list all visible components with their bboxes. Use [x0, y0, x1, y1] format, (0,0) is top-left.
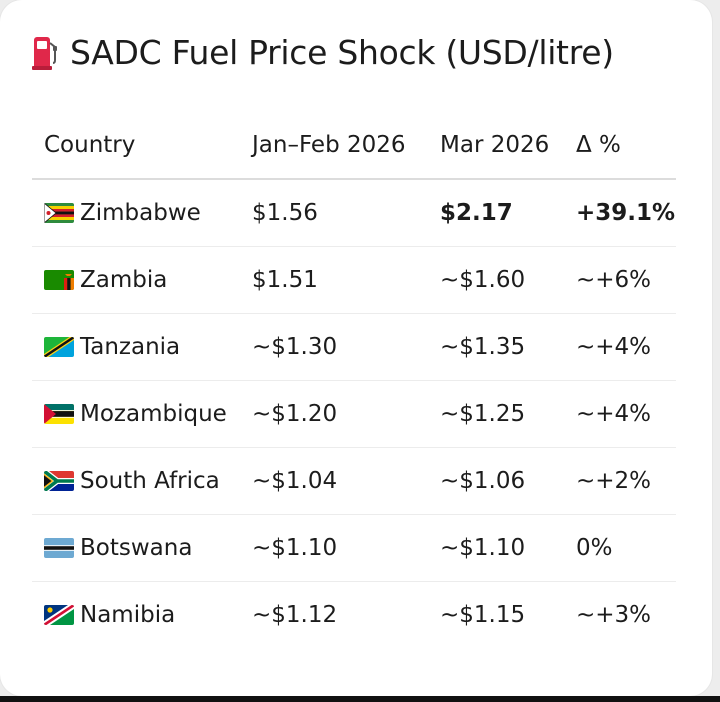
table-header: Country Jan–Feb 2026 Mar 2026 Δ %: [32, 112, 676, 180]
table-row: Zambia $1.51 ~$1.60 ~+6%: [32, 247, 676, 314]
delta-value: ~+4%: [576, 334, 652, 360]
mar-price: ~$1.06: [440, 468, 526, 494]
header-delta: Δ %: [576, 132, 621, 158]
title-text: SADC Fuel Price Shock (USD/litre): [70, 32, 614, 72]
tanzania-flag-icon: [44, 337, 74, 357]
country-name: Tanzania: [80, 334, 181, 360]
table-row: Botswana ~$1.10 ~$1.10 0%: [32, 515, 676, 582]
jan-feb-price: $1.51: [252, 267, 318, 293]
jan-feb-price: ~$1.20: [252, 401, 338, 427]
botswana-flag-icon: [44, 538, 74, 558]
country-name: Zimbabwe: [80, 200, 201, 226]
mar-price: ~$1.25: [440, 401, 526, 427]
jan-feb-price: $1.56: [252, 200, 318, 226]
country-name: South Africa: [80, 468, 220, 494]
jan-feb-price: ~$1.04: [252, 468, 338, 494]
mar-price: $2.17: [440, 200, 513, 226]
delta-value: ~+3%: [576, 602, 652, 628]
header-jan-feb: Jan–Feb 2026: [252, 132, 406, 158]
country-name: Mozambique: [80, 401, 227, 427]
jan-feb-price: ~$1.10: [252, 535, 338, 561]
table-row: Mozambique ~$1.20 ~$1.25 ~+4%: [32, 381, 676, 448]
delta-value: ~+2%: [576, 468, 652, 494]
mar-price: ~$1.15: [440, 602, 526, 628]
delta-value: 0%: [576, 535, 613, 561]
page-title: SADC Fuel Price Shock (USD/litre): [32, 28, 614, 76]
delta-value: ~+6%: [576, 267, 652, 293]
country-name: Botswana: [80, 535, 193, 561]
country-name: Namibia: [80, 602, 176, 628]
mar-price: ~$1.10: [440, 535, 526, 561]
mozambique-flag-icon: [44, 404, 74, 424]
jan-feb-price: ~$1.30: [252, 334, 338, 360]
price-table: Country Jan–Feb 2026 Mar 2026 Δ %: [32, 112, 676, 648]
delta-value: ~+4%: [576, 401, 652, 427]
zambia-flag-icon: [44, 270, 74, 290]
table-row: South Africa ~$1.04 ~$1.06 ~+2%: [32, 448, 676, 515]
fuel-pump-icon: [32, 33, 58, 71]
table-row: Zimbabwe $1.56 $2.17 +39.1%: [32, 180, 676, 247]
mar-price: ~$1.35: [440, 334, 526, 360]
delta-value: +39.1%: [576, 200, 676, 226]
bottom-edge: [0, 696, 720, 702]
header-mar: Mar 2026: [440, 132, 550, 158]
header-country: Country: [44, 132, 136, 158]
namibia-flag-icon: [44, 605, 74, 625]
zimbabwe-flag-icon: [44, 203, 74, 223]
mar-price: ~$1.60: [440, 267, 526, 293]
table-row: Namibia ~$1.12 ~$1.15 ~+3%: [32, 582, 676, 648]
jan-feb-price: ~$1.12: [252, 602, 338, 628]
south-africa-flag-icon: [44, 471, 74, 491]
country-name: Zambia: [80, 267, 168, 293]
table-row: Tanzania ~$1.30 ~$1.35 ~+4%: [32, 314, 676, 381]
